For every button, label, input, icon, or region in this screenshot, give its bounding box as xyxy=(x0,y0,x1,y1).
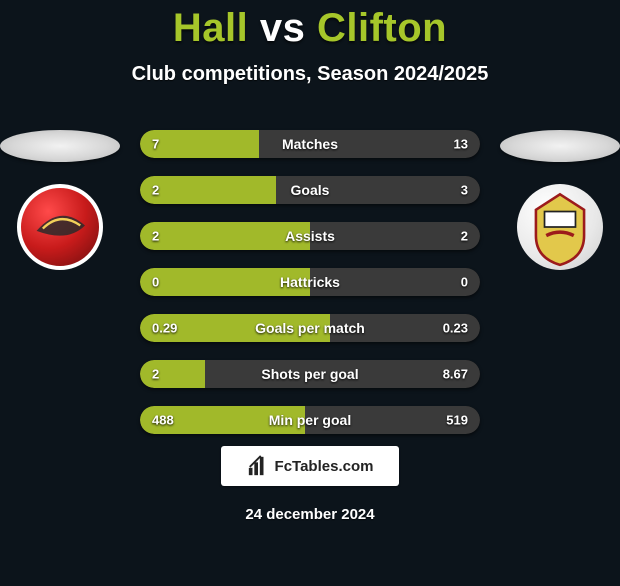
doncaster-rovers-crest xyxy=(517,184,603,270)
stat-label: Goals xyxy=(140,182,480,198)
brand-text: FcTables.com xyxy=(275,458,374,475)
stat-value-left: 2 xyxy=(152,183,159,198)
season-subtitle: Club competitions, Season 2024/2025 xyxy=(0,63,620,86)
stat-label: Goals per match xyxy=(140,320,480,336)
stat-row: Matches7 13 xyxy=(140,130,480,158)
doncaster-crest-icon xyxy=(517,184,603,270)
player-left-name: Hall xyxy=(173,6,248,50)
stat-value-right: 8.67 xyxy=(443,367,468,382)
stat-value-left: 488 xyxy=(152,413,174,428)
crest-shadow-left xyxy=(0,130,120,162)
stat-value-right: 0.23 xyxy=(443,321,468,336)
stat-label: Hattricks xyxy=(140,274,480,290)
footer-date: 24 december 2024 xyxy=(0,506,620,523)
stat-row: Goals2 3 xyxy=(140,176,480,204)
comparison-bars: Matches713Goals23Assists22Hattricks00Goa… xyxy=(140,130,480,452)
stat-value-right: 0 xyxy=(461,275,468,290)
comparison-title: Hall vs Clifton xyxy=(0,6,620,51)
fctables-brand[interactable]: FcTables.com xyxy=(221,446,399,486)
stat-value-right: 2 xyxy=(461,229,468,244)
stat-value-left: 2 xyxy=(152,367,159,382)
stat-row: Hattricks0 0 xyxy=(140,268,480,296)
stat-label: Assists xyxy=(140,228,480,244)
walsall-crest-icon xyxy=(21,188,99,266)
stat-row: Assists2 2 xyxy=(140,222,480,250)
stat-label: Shots per goal xyxy=(140,366,480,382)
walsall-fc-crest xyxy=(17,184,103,270)
stat-label: Matches xyxy=(140,136,480,152)
stat-row: Goals per match0.29 0.23 xyxy=(140,314,480,342)
player-right-name: Clifton xyxy=(317,6,447,50)
stat-value-left: 0.29 xyxy=(152,321,177,336)
stat-value-left: 2 xyxy=(152,229,159,244)
stat-value-left: 7 xyxy=(152,137,159,152)
crest-shadow-right xyxy=(500,130,620,162)
stat-value-left: 0 xyxy=(152,275,159,290)
stat-value-right: 13 xyxy=(454,137,468,152)
vs-word: vs xyxy=(260,6,306,50)
stat-label: Min per goal xyxy=(140,412,480,428)
stat-row: Shots per goal2 8.67 xyxy=(140,360,480,388)
stat-value-right: 519 xyxy=(446,413,468,428)
stat-value-right: 3 xyxy=(461,183,468,198)
fctables-logo-icon xyxy=(247,455,269,477)
stat-row: Min per goal488 519 xyxy=(140,406,480,434)
